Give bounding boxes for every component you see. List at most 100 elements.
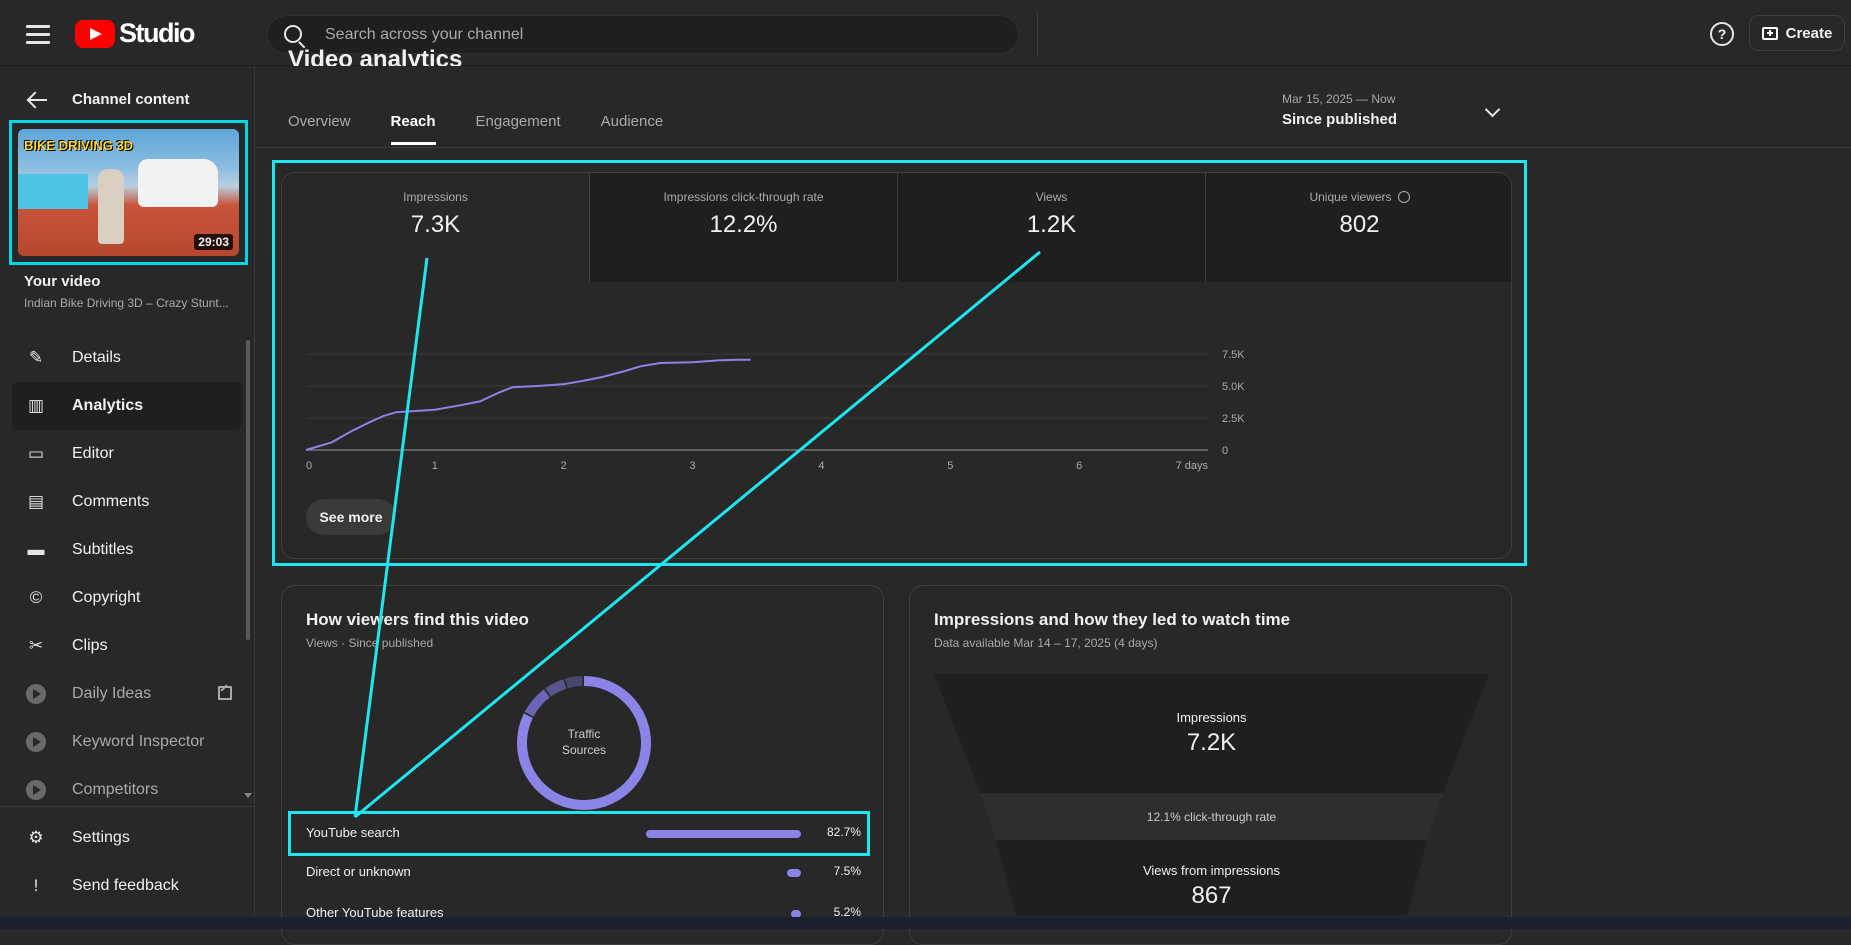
studio-logo[interactable]: Studio [75, 18, 195, 49]
copyright-icon: © [29, 588, 43, 607]
analytics-tabs: Overview Reach Engagement Audience [288, 113, 703, 145]
search-input[interactable]: Search across your channel [325, 26, 524, 43]
menu-icon[interactable] [20, 20, 56, 46]
youtube-play-icon [75, 19, 115, 48]
search-bar[interactable]: Search across your channel [267, 15, 1019, 54]
plugin-icon [26, 684, 46, 704]
sidebar-item-send-feedback[interactable]: ! Send feedback [12, 862, 242, 910]
funnel-impressions-value: 7.2K [1186, 729, 1237, 756]
feedback-icon: ! [33, 876, 39, 895]
sidebar-item-daily-ideas[interactable]: Daily Ideas [12, 670, 242, 718]
donut-slice [564, 676, 583, 689]
metric-label: Views [1035, 190, 1068, 204]
y-tick-label: 0 [1222, 445, 1228, 457]
traffic-bar [646, 830, 801, 838]
x-tick-label: 6 [1076, 460, 1082, 472]
sidebar-item-label: Analytics [72, 397, 144, 414]
traffic-label: Direct or unknown [306, 864, 411, 879]
sidebar-item-editor[interactable]: ▭ Editor [12, 430, 242, 478]
date-range-selector[interactable]: Mar 15, 2025 — Now Since published [1282, 92, 1512, 128]
thumbnail-character [98, 169, 124, 244]
page-title: Video analytics [288, 46, 463, 66]
tab-engagement[interactable]: Engagement [475, 113, 561, 130]
metric-unique-viewers[interactable]: Unique viewers 802 [1206, 173, 1511, 282]
sidebar-item-label: Clips [72, 637, 108, 654]
tab-audience[interactable]: Audience [600, 113, 664, 130]
traffic-bar [786, 869, 801, 877]
back-label: Channel content [72, 91, 190, 108]
funnel-diagram [934, 674, 1489, 916]
traffic-row-youtube-search[interactable]: YouTube search 82.7% [306, 822, 861, 846]
reach-highlight-box [272, 160, 1527, 566]
comments-icon: ▤ [27, 492, 45, 511]
impressions-funnel-card: Impressions and how they led to watch ti… [909, 585, 1512, 945]
analytics-icon: ▥ [27, 396, 45, 415]
scroll-down-icon[interactable] [244, 793, 252, 798]
scissors-icon: ✂ [28, 636, 44, 655]
donut-label-line2: Sources [561, 743, 607, 757]
sidebar-item-comments[interactable]: ▤ Comments [12, 478, 242, 526]
help-icon[interactable]: ? [1710, 22, 1734, 46]
gear-icon: ⚙ [28, 828, 44, 847]
back-to-channel-content[interactable]: Channel content [0, 80, 255, 120]
sidebar-item-keyword-inspector[interactable]: Keyword Inspector [12, 718, 242, 766]
traffic-row-direct-or-unknown[interactable]: Direct or unknown 7.5% [306, 861, 861, 885]
thumbnail-pool [18, 174, 88, 209]
sidebar-item-settings[interactable]: ⚙ Settings [12, 814, 242, 862]
thumbnail-highlight: BIKE DRIVING 3D 29:03 [9, 120, 248, 265]
metric-value: 12.2% [709, 211, 778, 238]
funnel-views: Views from impressions 867 [910, 863, 1511, 910]
metric-label: Impressions click-through rate [663, 190, 824, 204]
funnel-impressions-label: Impressions [1176, 710, 1247, 725]
sidebar-item-label: Settings [72, 829, 130, 846]
sidebar-scrollbar[interactable] [246, 340, 250, 640]
traffic-bar [791, 910, 801, 918]
metric-value: 1.2K [1026, 211, 1077, 238]
back-arrow-icon [27, 90, 47, 110]
sidebar-nav: ✎ Details ▥ Analytics ▭ Editor ▤ Comment… [12, 334, 242, 814]
donut-slice [545, 679, 567, 697]
sidebar-item-label: Copyright [72, 589, 141, 606]
logo-text: Studio [119, 18, 195, 48]
os-taskbar [0, 917, 1851, 929]
sidebar-item-analytics[interactable]: ▥ Analytics [12, 382, 242, 430]
thumbnail-car [138, 159, 218, 207]
tab-overview[interactable]: Overview [288, 113, 351, 130]
funnel-impressions: Impressions 7.2K [910, 710, 1511, 757]
sidebar-divider [0, 806, 254, 807]
video-thumbnail[interactable]: BIKE DRIVING 3D 29:03 [18, 129, 239, 256]
plugin-icon [26, 732, 46, 752]
pencil-icon: ✎ [28, 348, 44, 367]
your-video-label: Your video [24, 273, 101, 290]
date-range-period: Mar 15, 2025 — Now [1282, 92, 1396, 106]
traffic-row-other-youtube-features[interactable]: Other YouTube features 5.2% [306, 902, 861, 926]
y-tick-label: 2.5K [1222, 413, 1245, 425]
metric-value: 802 [1339, 211, 1380, 238]
sidebar-item-details[interactable]: ✎ Details [12, 334, 242, 382]
sidebar-item-competitors[interactable]: Competitors [12, 766, 242, 814]
metric-label-text: Unique viewers [1309, 190, 1392, 204]
sidebar-item-subtitles[interactable]: ▬ Subtitles [12, 526, 242, 574]
sidebar-item-label: Keyword Inspector [72, 733, 205, 750]
tab-reach[interactable]: Reach [390, 113, 436, 145]
top-bar: Studio Search across your channel ? Crea… [0, 0, 1851, 66]
create-video-icon [1761, 26, 1778, 40]
card-subtitle: Views · Since published [306, 636, 434, 650]
metric-label: Impressions [403, 190, 468, 204]
sidebar-item-label: Daily Ideas [72, 685, 152, 702]
video-duration: 29:03 [194, 234, 233, 250]
funnel-middle [980, 793, 1443, 840]
sidebar-item-copyright[interactable]: © Copyright [12, 574, 242, 622]
tabs-divider [256, 147, 1851, 148]
traffic-pct: 7.5% [833, 864, 861, 878]
donut-slice [524, 689, 551, 717]
funnel-top [934, 674, 1489, 793]
traffic-label: YouTube search [306, 825, 400, 840]
sidebar-item-label: Competitors [72, 781, 159, 798]
metric-value: 7.3K [410, 211, 461, 238]
create-button[interactable]: Create [1749, 15, 1845, 51]
y-tick-label: 5.0K [1222, 381, 1245, 393]
funnel-views-label: Views from impressions [1142, 863, 1281, 878]
youtube-search-highlight-box [288, 811, 870, 856]
sidebar-item-clips[interactable]: ✂ Clips [12, 622, 242, 670]
